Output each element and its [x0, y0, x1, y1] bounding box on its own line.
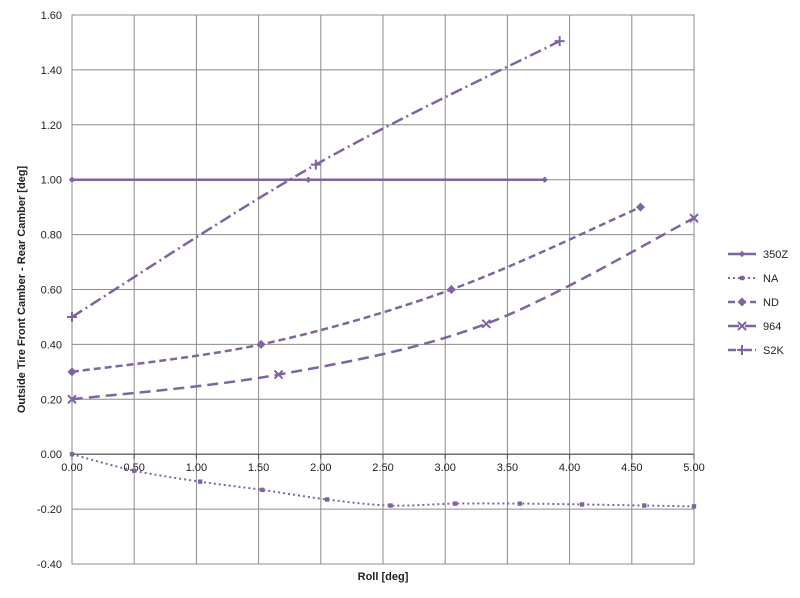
x-tick-label: 3.50: [497, 462, 518, 474]
series-350z: [68, 176, 548, 183]
data-point: [305, 176, 312, 183]
legend-item-nd: ND: [728, 297, 779, 309]
y-tick-label: 1.60: [41, 10, 62, 22]
legend-label: ND: [763, 297, 779, 309]
axes: 0.00 0.50 1.00 1.50 2.00 2.50 3.00 3.50 4.00 4.50…: [37, 10, 705, 571]
y-tick-label: 1.20: [41, 120, 62, 132]
y-tick-label: 0.00: [41, 449, 62, 461]
data-point: [446, 285, 456, 294]
legend-marker: [737, 345, 747, 355]
data-point: [197, 479, 203, 484]
data-point: [517, 501, 523, 506]
y-tick-label: -0.40: [37, 559, 62, 571]
data-point: [273, 369, 284, 380]
x-tick-label: 2.50: [372, 462, 393, 474]
series-group: [67, 36, 699, 509]
x-tick-label: 2.00: [310, 462, 331, 474]
data-point: [452, 501, 458, 506]
data-point: [541, 176, 548, 183]
y-tick-label: 0.40: [41, 339, 62, 351]
data-point: [481, 319, 491, 329]
x-tick-label: 0.00: [61, 462, 82, 474]
data-point: [256, 339, 266, 349]
legend-label: NA: [763, 273, 779, 285]
x-axis-title: Roll [deg]: [358, 571, 409, 583]
series-s2k: [67, 36, 565, 322]
legend: 350Z NA ND 964 S2K: [728, 249, 788, 357]
y-tick-label: 0.60: [41, 285, 62, 297]
legend-item-350z: 350Z: [728, 249, 788, 261]
data-point: [579, 502, 585, 507]
data-point: [67, 367, 77, 377]
data-point: [642, 503, 647, 508]
data-point: [260, 487, 265, 493]
legend-item-na: NA: [728, 273, 779, 285]
data-point: [689, 213, 699, 223]
y-tick-label: 1.00: [41, 175, 62, 187]
legend-marker: [737, 321, 747, 331]
data-point: [69, 452, 75, 457]
legend-item-s2k: S2K: [728, 345, 784, 357]
x-tick-label: 1.50: [248, 462, 269, 474]
data-point: [310, 159, 321, 170]
series-964: [67, 213, 699, 405]
legend-marker: [739, 275, 745, 281]
data-point: [324, 497, 330, 502]
data-point: [67, 394, 77, 405]
x-tick-label: 3.00: [434, 462, 455, 474]
y-tick-label: 0.80: [41, 230, 62, 242]
y-tick-label: 1.40: [41, 65, 62, 77]
data-point: [67, 311, 77, 322]
data-point: [388, 503, 393, 508]
legend-item-964: 964: [728, 321, 781, 333]
x-tick-label: 4.50: [621, 462, 642, 474]
series-line: [71, 453, 695, 508]
x-tick-label: 4.00: [559, 462, 580, 474]
y-tick-label: 0.20: [41, 394, 62, 406]
x-tick-label: 5.00: [683, 462, 704, 474]
grid: [71, 14, 695, 565]
series-na: [69, 452, 697, 509]
data-point: [636, 202, 646, 212]
series-nd: [67, 202, 646, 377]
legend-label: 350Z: [763, 249, 788, 261]
legend-marker: [738, 250, 746, 258]
series-line: [71, 206, 642, 374]
data-point: [132, 468, 137, 473]
series-line: [71, 217, 695, 401]
data-point: [68, 176, 76, 183]
legend-label: 964: [763, 321, 781, 333]
data-point: [691, 504, 697, 509]
legend-marker: [737, 297, 747, 307]
legend-label: S2K: [763, 345, 784, 357]
x-tick-label: 1.00: [186, 462, 207, 474]
data-point: [554, 36, 565, 47]
x-tick-label: 0.50: [123, 462, 144, 474]
y-axis-title: Outside Tire Front Camber - Rear Camber …: [16, 165, 28, 413]
y-tick-label: -0.20: [37, 504, 62, 516]
